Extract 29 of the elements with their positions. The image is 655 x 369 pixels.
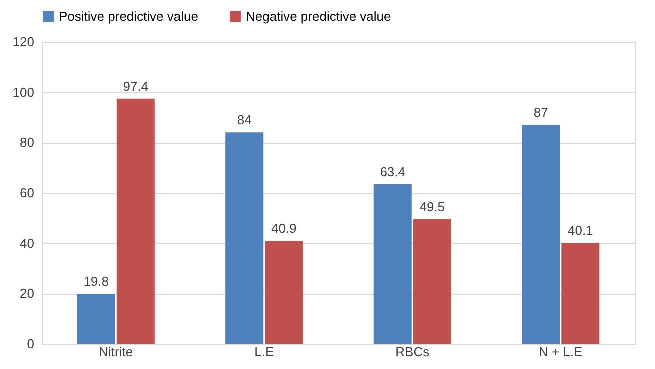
data-label: 40.1 bbox=[568, 223, 594, 238]
bar bbox=[77, 294, 116, 344]
bar bbox=[116, 98, 155, 344]
bar bbox=[413, 219, 452, 344]
data-label: 19.8 bbox=[84, 274, 110, 290]
data-label: 97.4 bbox=[123, 78, 149, 94]
y-tick-label: 20 bbox=[20, 286, 34, 302]
data-label: 40.9 bbox=[271, 221, 297, 236]
x-tick-label: L.E bbox=[254, 344, 274, 360]
y-tick-label: 0 bbox=[27, 336, 34, 352]
legend-label: Positive predictive value bbox=[59, 8, 198, 24]
bar bbox=[226, 132, 264, 344]
data-label: 84 bbox=[237, 112, 252, 128]
y-tick-label: 80 bbox=[20, 135, 34, 150]
y-tick-label: 100 bbox=[12, 84, 34, 100]
x-tick-label: Nitrite bbox=[99, 344, 134, 360]
y-tick-label: 120 bbox=[12, 34, 34, 50]
bar bbox=[562, 243, 600, 344]
bar bbox=[265, 241, 304, 344]
data-label: 49.5 bbox=[420, 199, 446, 214]
y-tick-label: 40 bbox=[20, 236, 34, 251]
data-label: 87 bbox=[534, 105, 548, 120]
bar bbox=[522, 125, 560, 344]
bar bbox=[374, 184, 412, 344]
legend-label: Negative predictive value bbox=[246, 8, 392, 24]
y-tick-label: 60 bbox=[20, 186, 34, 200]
x-tick-label: N + L.E bbox=[539, 344, 584, 360]
data-label: 63.4 bbox=[380, 164, 406, 180]
x-tick-label: RBCs bbox=[396, 344, 430, 360]
